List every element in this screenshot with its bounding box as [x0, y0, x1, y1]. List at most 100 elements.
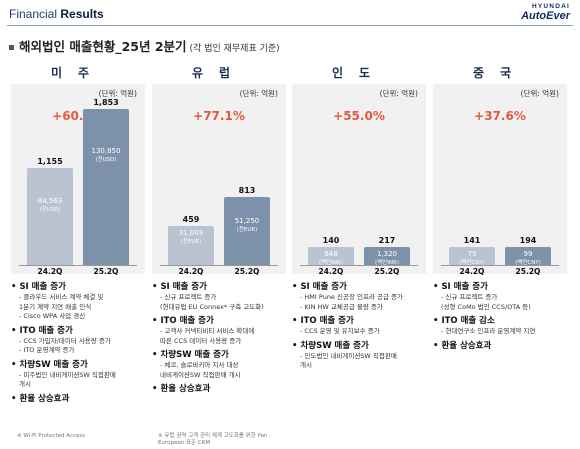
bullet-detail: (성형 CoMo 법인 CCS/OTA 등): [441, 302, 531, 311]
bullet-heading: 환율 상승효과: [433, 341, 567, 352]
bar-value-label: 813: [238, 185, 256, 195]
bar-local-value: 51,250 (천EUR): [224, 217, 270, 235]
bullet-heading: 차량SW 매출 증가: [292, 341, 426, 352]
bar-local-value: 848 (백만INR): [308, 250, 354, 268]
bullet-heading: SI 매출 증가: [152, 282, 286, 293]
bar-prev: 31,003 (천EUR): [168, 226, 214, 265]
bullet-detail: 1분기 계약 지연 매출 인식: [19, 302, 92, 311]
bar-local-unit: (백만CNY): [459, 260, 485, 266]
growth-rate: +37.6%: [474, 109, 526, 123]
bullet-heading: 차량SW 매출 증가: [152, 350, 286, 361]
bar-local-unit: (백만CNY): [515, 260, 541, 266]
footnote: ※ 유럽 권역 고객 관리 체계 고도화를 위한 Pan European 표준…: [158, 433, 268, 446]
bullet-points: SI 매출 증가- 신규 프로젝트 증가 (현대유럽 EU Connex* 구축…: [152, 282, 286, 395]
bullet-heading: ITO 매출 증가: [11, 326, 145, 337]
bullet-square-icon: [9, 45, 14, 50]
bar-current: 99 (백만CNY): [505, 247, 551, 268]
bullet-heading: ITO 매출 감소: [433, 316, 567, 327]
footnote: ※ Wi-Fi Protected Access: [17, 433, 86, 439]
x-axis-label: 24.2Q: [178, 267, 204, 276]
bar-local-amount: 84,563: [37, 196, 63, 205]
bullet-detail: - HMI Pune 신공장 인프라 공급 증가: [300, 293, 403, 301]
bullet-detail: 개시: [300, 361, 312, 369]
bar-value-label: 141: [463, 236, 481, 245]
chart-baseline: [160, 265, 278, 266]
bar-local-value: 99 (백만CNY): [505, 250, 551, 268]
bullet-detail: 개시: [19, 380, 31, 388]
bullet-detail: - CCS 가입자/데이터 사용량 증가: [19, 336, 111, 345]
x-axis-label: 25.2Q: [234, 267, 260, 276]
bar-current: 130,850 (천USD): [83, 108, 129, 265]
bullet-detail: - 현대연구소 인프라 운영계약 지연: [441, 327, 536, 335]
x-axis-label: 25.2Q: [515, 267, 541, 276]
bar-value-label: 1,155: [37, 156, 63, 166]
x-axis-label: 24.2Q: [459, 267, 485, 276]
title-light: Financial: [9, 7, 61, 21]
x-axis-label: 25.2Q: [93, 267, 119, 276]
bar-local-amount: 130,850: [91, 146, 121, 155]
bar-local-unit: (천EUR): [180, 239, 202, 246]
region-chart-panel: (단위: 억원) +37.6%: [433, 84, 567, 274]
bar-value-label: 459: [182, 215, 200, 225]
bar-local-unit: (천USD): [95, 156, 117, 163]
bar-prev: 848 (백만INR): [308, 247, 354, 268]
growth-rate: +77.1%: [193, 109, 245, 123]
bullet-heading: 환율 상승효과: [152, 384, 286, 395]
bullet-detail: - 클라우드 서비스 계약 체결 및: [19, 293, 104, 301]
bar-local-amount: 75: [467, 250, 477, 258]
bar-local-value: 84,563 (천USD): [27, 197, 73, 215]
bullet-detail: - 신규 프로젝트 증가: [441, 293, 498, 301]
bar-local-amount: 31,003: [178, 229, 204, 238]
bullet-detail: - KIN HW 교체공급 물량 증가: [300, 302, 383, 311]
chart-baseline: [19, 265, 137, 266]
bar-local-unit: (천USD): [39, 206, 61, 213]
bar-local-amount: 1,320: [376, 249, 398, 258]
bar-value-label: 194: [519, 236, 537, 245]
bar-local-amount: 848: [324, 250, 338, 258]
region-title: 중국: [472, 66, 528, 80]
bar-local-unit: (백만INR): [375, 259, 399, 266]
company-logo: HYUNDAI AutoEver: [498, 3, 570, 23]
region-title: 미주: [50, 66, 106, 80]
bar-current: 51,250 (천EUR): [224, 196, 270, 265]
header: Financial Results HYUNDAI AutoEver: [0, 0, 580, 28]
bar-local-value: 1,320 (백만INR): [364, 250, 410, 268]
section-note: (각 법인 재무제표 기준): [189, 44, 280, 54]
bullet-heading: ITO 매출 증가: [152, 316, 286, 327]
section-title-text: 해외법인 매출현황_25년 2분기: [19, 39, 187, 54]
unit-label: (단위: 억원): [239, 89, 278, 98]
bullet-heading: 환율 상승효과: [11, 394, 145, 405]
bullet-heading: SI 매출 증가: [433, 282, 567, 293]
x-axis-label: 24.2Q: [37, 267, 63, 276]
growth-rate: +55.0%: [333, 109, 385, 123]
unit-label: (단위: 억원): [379, 89, 418, 98]
bar-local-unit: (백만INR): [319, 260, 343, 266]
bullet-detail: - 인도법인 내비게이션SW 직접판매: [300, 351, 397, 360]
bar-local-value: 75 (백만CNY): [449, 250, 495, 268]
bullet-heading: ITO 매출 증가: [292, 316, 426, 327]
bullet-detail: - Cisco WPA 사업 경신: [19, 312, 86, 320]
region-title: 유럽: [191, 66, 247, 80]
x-axis-label: 25.2Q: [374, 267, 400, 276]
bullet-detail: - CCS 운영 및 유지보수 증가: [300, 327, 380, 335]
title-bold: Results: [60, 7, 104, 21]
bullet-detail: - 체코, 슬로바키아 지사 대상: [160, 361, 239, 369]
bullet-points: SI 매출 증가- 클라우드 서비스 계약 체결 및 1분기 계약 지연 매출 …: [11, 282, 145, 405]
unit-label: (단위: 억원): [520, 89, 559, 98]
bar-prev: 75 (백만CNY): [449, 247, 495, 268]
bullet-detail: - 신규 프로젝트 증가: [160, 293, 217, 301]
bullet-detail: 따른 CCS 데이터 사용량 증가: [160, 336, 242, 345]
bar-local-unit: (천EUR): [236, 227, 258, 234]
bullet-heading: 차량SW 매출 증가: [11, 360, 145, 371]
region-chart-panel: (단위: 억원) +55.0%: [292, 84, 426, 274]
bullet-points: SI 매출 증가- 신규 프로젝트 증가 (성형 CoMo 법인 CCS/OTA…: [433, 282, 567, 352]
bar-local-value: 130,850 (천USD): [83, 147, 129, 165]
header-divider: [7, 25, 573, 26]
bullet-heading: SI 매출 증가: [11, 282, 145, 293]
bar-value-label: 140: [322, 236, 340, 245]
bullet-detail: 내비게이션SW 직접판매 개시: [160, 370, 241, 379]
bar-prev: 84,563 (천USD): [27, 167, 73, 265]
bar-value-label: 1,853: [93, 97, 119, 107]
bar-value-label: 217: [378, 235, 396, 245]
bullet-detail: (현대유럽 EU Connex* 구축 고도화): [160, 302, 264, 311]
